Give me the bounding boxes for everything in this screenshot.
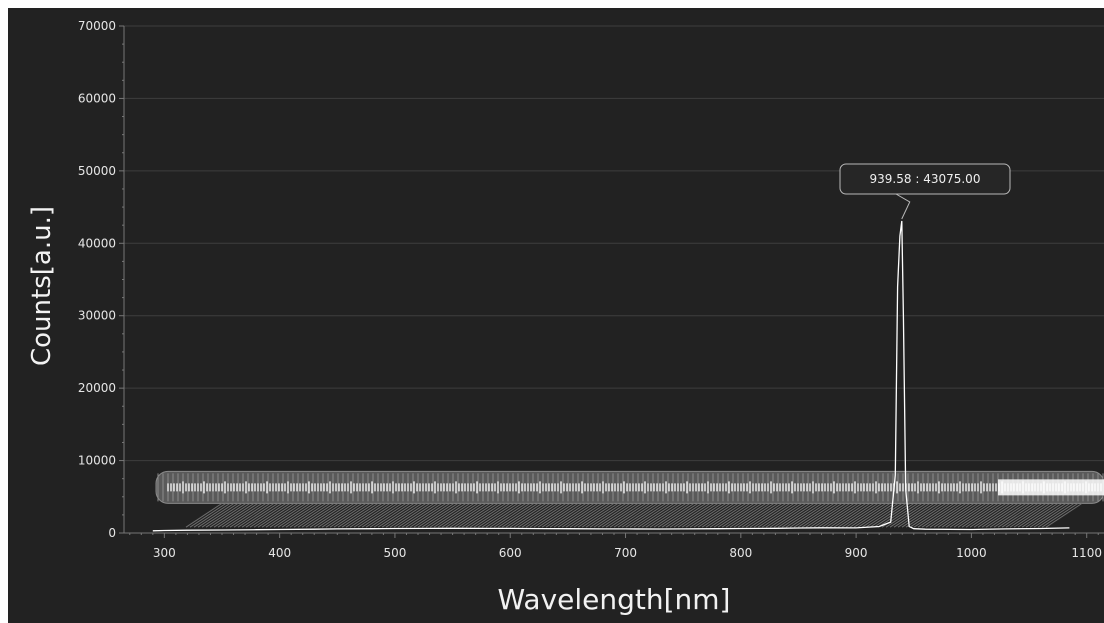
x-tick-label: 500 [383, 546, 406, 560]
x-tick-label: 800 [729, 546, 752, 560]
x-tick-label: 400 [268, 546, 291, 560]
spectrum-chart[interactable]: 0 10000 20000 30000 40000 50000 60000 70000 300… [8, 8, 1104, 623]
x-tick-label: 900 [845, 546, 868, 560]
tooltip-text: 939.58 : 43075.00 [870, 172, 981, 186]
x-tick-labels: 300 400 500 600 700 800 900 1000 1100 [129, 533, 1102, 560]
spectrum-chart-frame: 0 10000 20000 30000 40000 50000 60000 70000 300… [8, 8, 1104, 623]
label-band-dense-end [998, 479, 1104, 496]
y-tick-label: 30000 [78, 309, 116, 323]
y-tick-label: 50000 [78, 164, 116, 178]
x-tick-label: 600 [499, 546, 522, 560]
x-axis-title: Wavelength[nm] [498, 583, 731, 616]
y-tick-label: 20000 [78, 381, 116, 395]
x-tick-label: 300 [153, 546, 176, 560]
series-line [152, 220, 1070, 532]
y-tick-label: 60000 [78, 91, 116, 105]
grid-lines [124, 25, 1104, 462]
y-tick-label: 40000 [78, 236, 116, 250]
tooltip-box [839, 163, 1011, 195]
y-axis-title: Counts[a.u.] [27, 206, 57, 366]
y-tick-label: 0 [108, 526, 116, 540]
axes [123, 26, 1104, 534]
x-tick-label: 700 [614, 546, 637, 560]
y-tick-labels: 0 10000 20000 30000 40000 50000 60000 70000 [78, 19, 124, 540]
series-layer [152, 220, 1070, 532]
x-tick-label: 1100 [1071, 546, 1102, 560]
peak-tooltip: 939.58 : 43075.00 [839, 163, 1011, 220]
overlapping-point-labels [155, 470, 1104, 528]
y-tick-label: 70000 [78, 19, 116, 33]
label-leader-lines [185, 502, 1083, 528]
y-tick-label: 10000 [78, 454, 116, 468]
tooltip-pointer [895, 193, 911, 220]
x-tick-label: 1000 [956, 546, 987, 560]
